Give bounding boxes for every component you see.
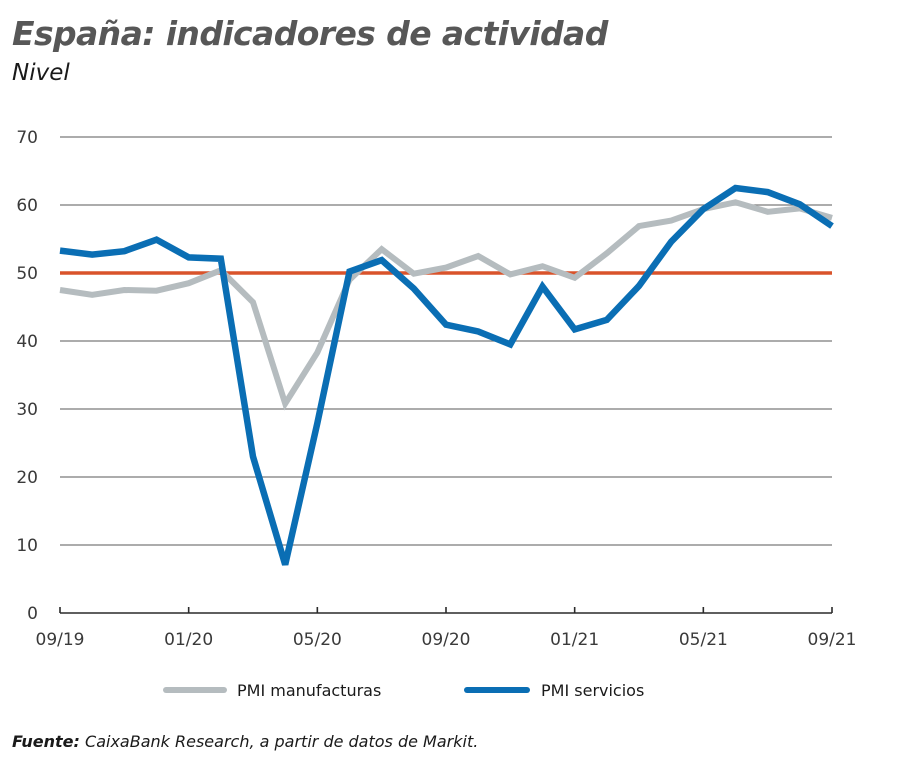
source-text: CaixaBank Research, a partir de datos de… bbox=[79, 732, 479, 751]
x-tick-label: 05/20 bbox=[293, 630, 342, 650]
y-tick-label: 10 bbox=[16, 536, 38, 556]
x-axis: 09/19 01/20 05/20 09/20 01/21 05/21 09/21 bbox=[36, 607, 857, 650]
legend-label: PMI servicios bbox=[541, 681, 644, 700]
y-tick-label: 40 bbox=[16, 332, 38, 352]
chart-title: España: indicadores de actividad bbox=[12, 14, 608, 53]
y-tick-label: 20 bbox=[16, 468, 38, 488]
y-tick-label: 30 bbox=[16, 400, 38, 420]
y-tick-label: 0 bbox=[27, 604, 38, 624]
series-group bbox=[59, 184, 834, 566]
source-label: Fuente: bbox=[12, 732, 80, 751]
legend-label: PMI manufacturas bbox=[237, 681, 381, 700]
y-tick-label: 50 bbox=[16, 264, 38, 284]
y-tick-label: 60 bbox=[16, 196, 38, 216]
x-tick-label: 01/20 bbox=[164, 630, 213, 650]
x-tick-label: 09/21 bbox=[808, 630, 857, 650]
legend: PMI manufacturas PMI servicios bbox=[163, 681, 644, 700]
chart-subtitle: Nivel bbox=[12, 60, 70, 86]
series-pmi-manufacturas bbox=[59, 199, 833, 411]
x-tick-label: 09/19 bbox=[36, 630, 85, 650]
x-tick-label: 09/20 bbox=[422, 630, 471, 650]
x-tick-label: 05/21 bbox=[679, 630, 728, 650]
source-note: Fuente: CaixaBank Research, a partir de … bbox=[12, 732, 478, 751]
x-tick-label: 01/21 bbox=[550, 630, 599, 650]
series-pmi-servicios bbox=[59, 184, 834, 566]
y-tick-label: 70 bbox=[16, 128, 38, 148]
y-axis-labels: 0 10 20 30 40 50 60 70 bbox=[16, 128, 38, 624]
